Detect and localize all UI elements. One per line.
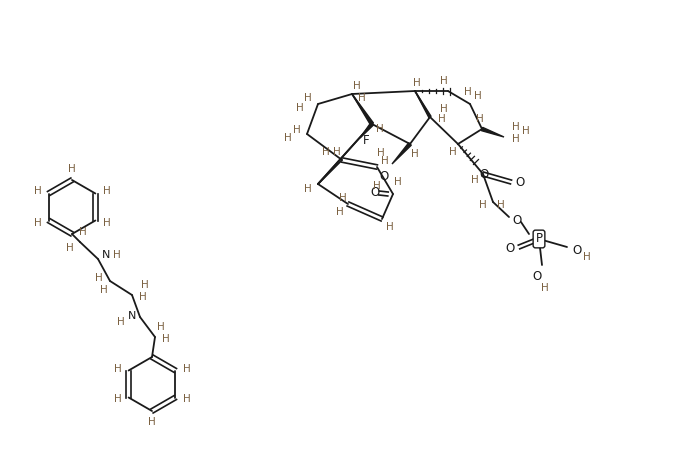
Text: N: N: [128, 311, 136, 321]
Text: H: H: [464, 87, 472, 97]
Text: H: H: [141, 280, 149, 290]
Text: H: H: [148, 417, 156, 427]
Text: H: H: [474, 91, 482, 101]
Text: H: H: [522, 126, 530, 136]
Text: O: O: [379, 170, 389, 182]
Text: N: N: [102, 250, 110, 260]
Text: H: H: [476, 114, 484, 124]
Text: O: O: [479, 167, 489, 180]
Text: H: H: [34, 217, 41, 228]
Text: H: H: [541, 283, 549, 293]
Text: H: H: [182, 395, 190, 405]
Text: O: O: [505, 242, 515, 255]
Text: H: H: [68, 164, 76, 174]
Text: O: O: [371, 185, 379, 198]
Text: H: H: [103, 217, 110, 228]
Text: H: H: [296, 103, 304, 113]
Text: O: O: [573, 243, 581, 256]
Text: H: H: [117, 317, 125, 327]
Text: H: H: [79, 227, 87, 237]
Text: H: H: [182, 364, 190, 374]
Text: H: H: [353, 81, 361, 91]
Text: H: H: [413, 78, 421, 88]
Text: H: H: [139, 292, 147, 302]
Text: H: H: [103, 186, 110, 197]
Polygon shape: [415, 91, 431, 118]
Text: P: P: [536, 233, 543, 246]
Polygon shape: [392, 143, 411, 164]
Text: H: H: [322, 147, 330, 157]
Text: H: H: [157, 322, 165, 332]
Text: H: H: [34, 186, 41, 197]
Text: H: H: [304, 184, 312, 194]
Text: H: H: [95, 273, 103, 283]
Text: H: H: [358, 93, 366, 103]
Text: O: O: [512, 215, 522, 228]
Text: H: H: [512, 134, 520, 144]
Text: H: H: [284, 133, 292, 143]
Text: H: H: [497, 200, 505, 210]
Text: H: H: [162, 334, 170, 344]
Text: H: H: [381, 156, 389, 166]
Text: H: H: [377, 148, 385, 158]
Text: H: H: [386, 222, 394, 232]
Text: H: H: [438, 114, 446, 124]
Text: H: H: [512, 122, 520, 132]
Polygon shape: [481, 128, 504, 137]
Text: H: H: [440, 76, 448, 86]
Text: H: H: [440, 104, 448, 114]
Text: H: H: [336, 207, 344, 217]
Text: H: H: [411, 149, 419, 159]
Text: H: H: [333, 147, 341, 157]
Text: H: H: [304, 93, 312, 103]
Text: H: H: [293, 125, 301, 135]
Text: F: F: [362, 133, 369, 146]
Text: H: H: [339, 193, 347, 203]
Text: H: H: [114, 364, 122, 374]
Text: O: O: [532, 270, 542, 283]
Text: H: H: [113, 250, 121, 260]
Text: H: H: [373, 181, 381, 191]
Text: H: H: [583, 252, 591, 262]
Text: O: O: [515, 176, 525, 189]
Text: H: H: [479, 200, 487, 210]
Polygon shape: [352, 94, 373, 125]
Text: H: H: [114, 395, 122, 405]
Text: H: H: [376, 124, 384, 134]
Polygon shape: [360, 123, 373, 138]
Text: H: H: [100, 285, 108, 295]
Text: H: H: [449, 147, 457, 157]
Text: H: H: [394, 177, 402, 187]
Text: H: H: [471, 175, 479, 185]
Text: H: H: [66, 243, 74, 253]
